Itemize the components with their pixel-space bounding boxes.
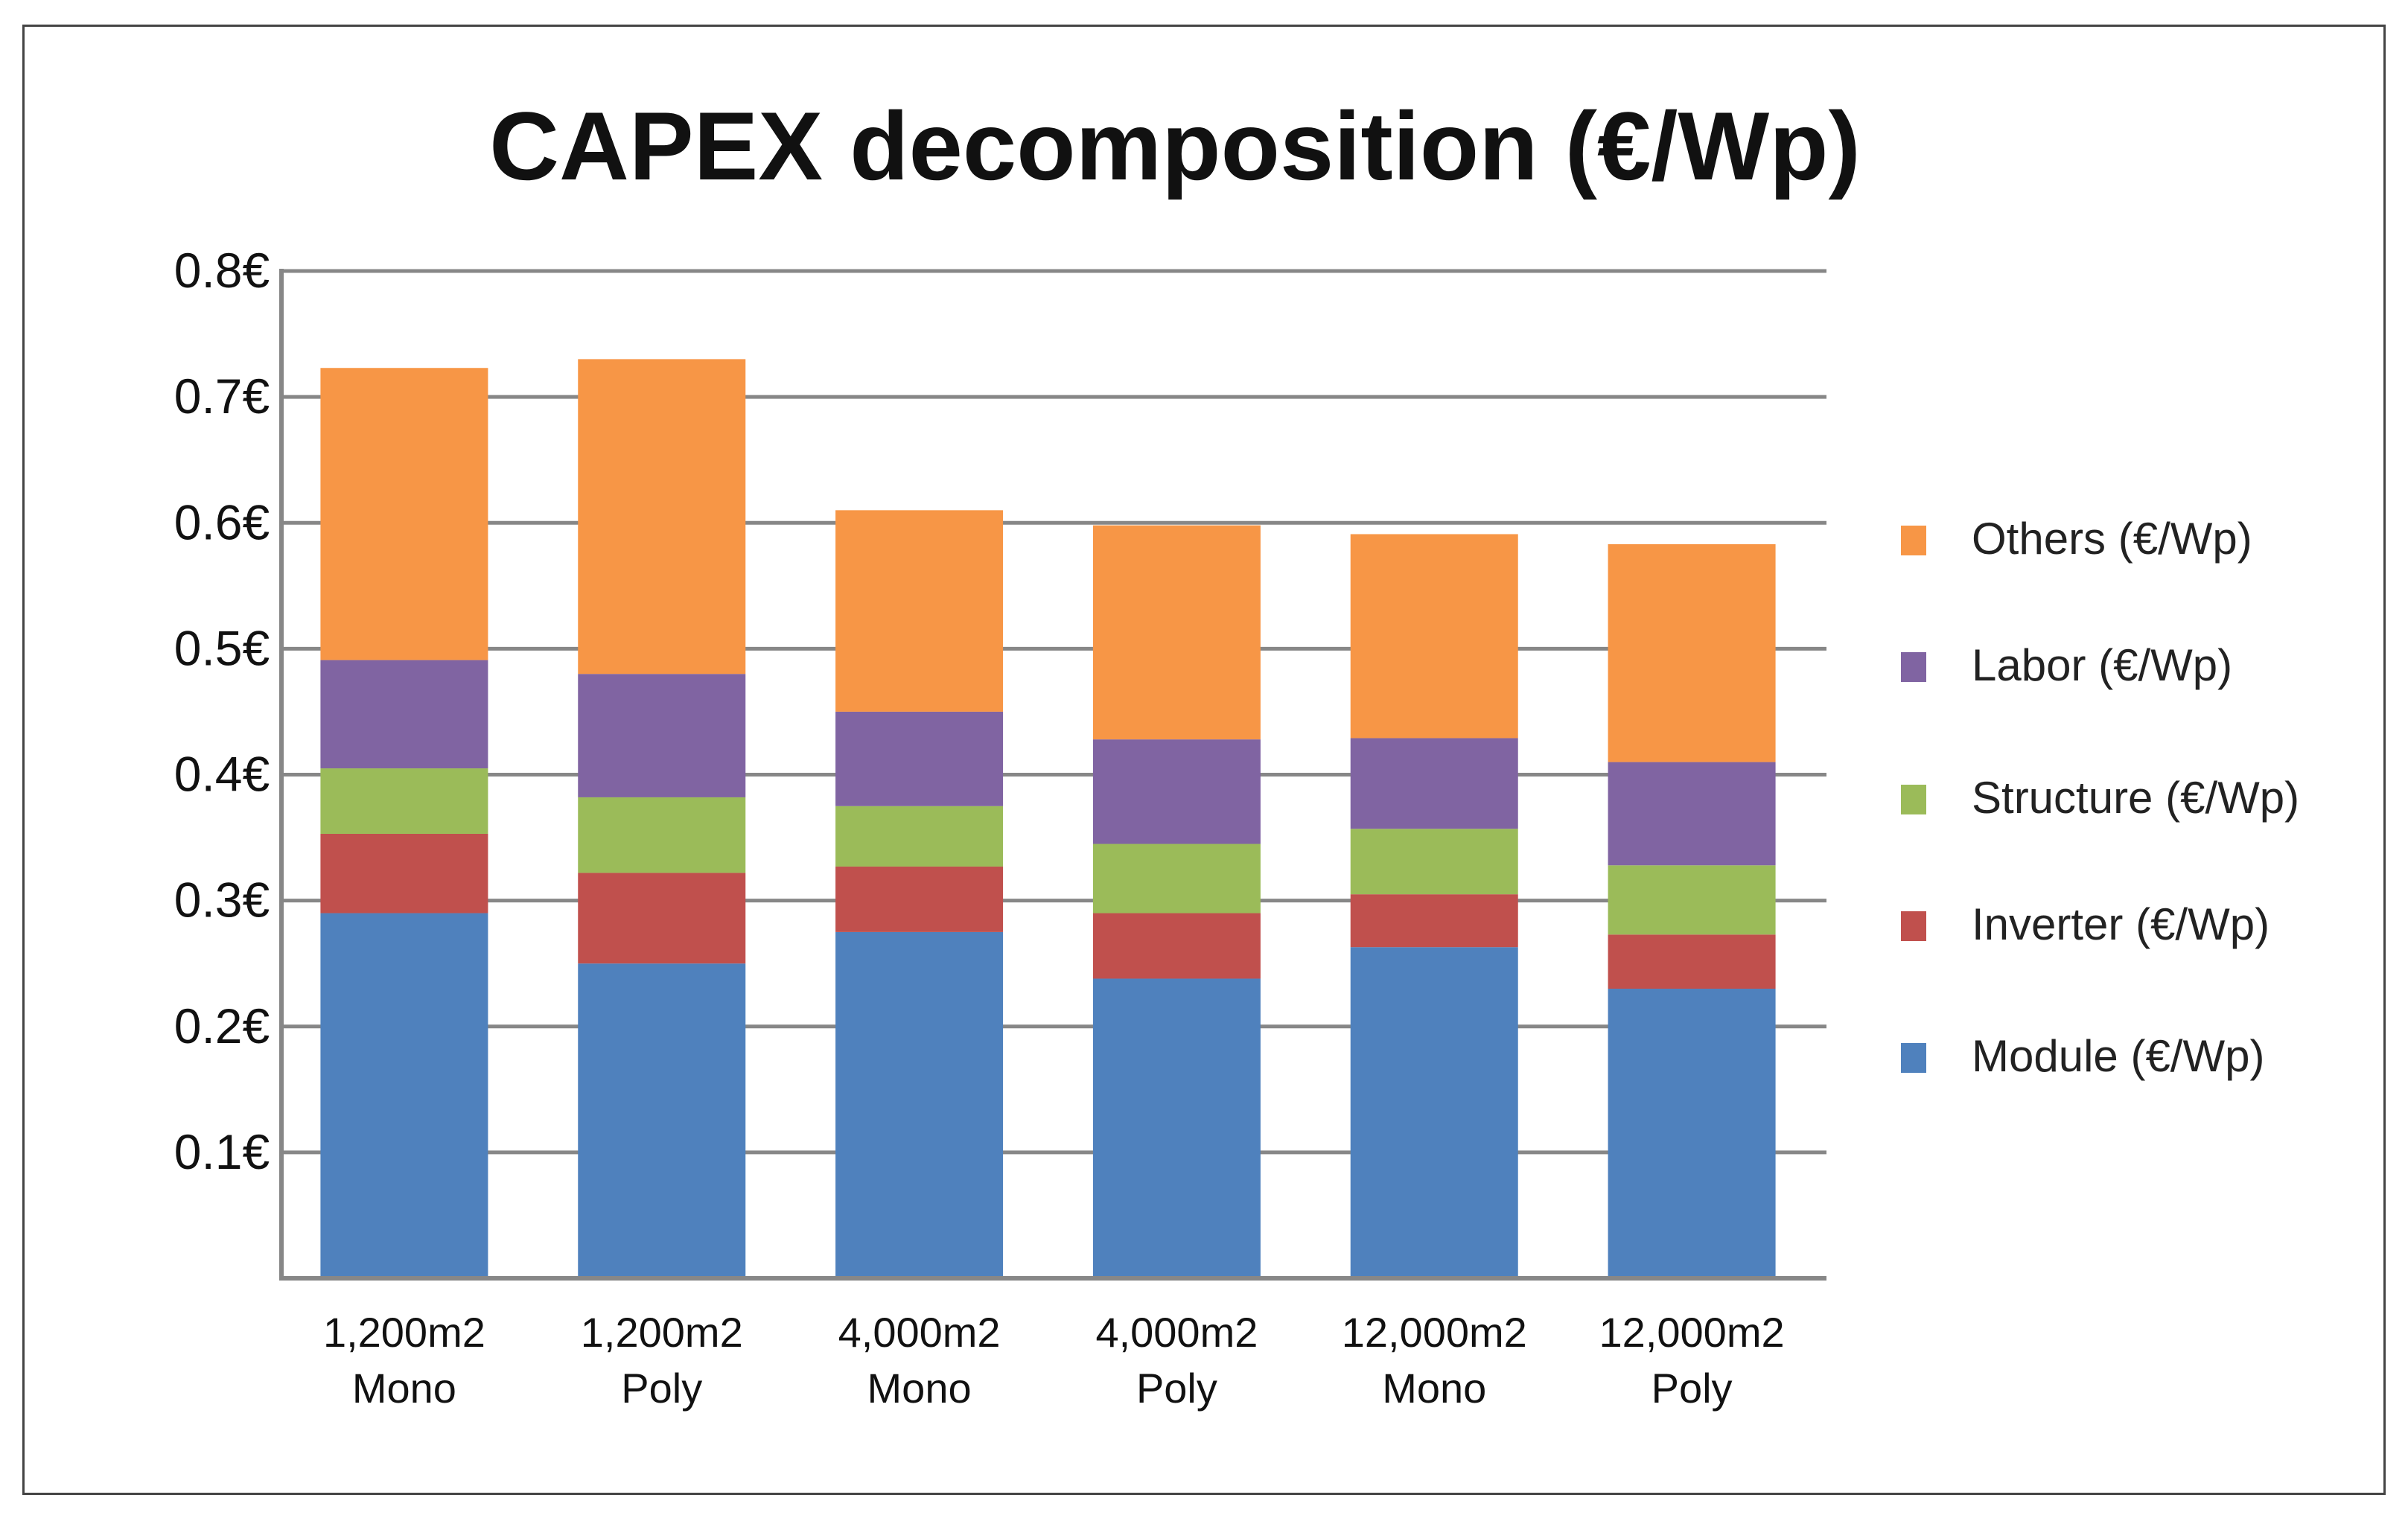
legend-swatch	[1901, 1043, 1926, 1073]
legend-label: Others (€/Wp)	[1972, 514, 2252, 564]
bar-segment-module	[320, 913, 488, 1278]
bar-segment-others	[1092, 525, 1261, 740]
x-tick-label: 4,000m2	[1095, 1309, 1258, 1356]
bar-segment-structure	[1092, 844, 1261, 913]
bar-segment-structure	[320, 768, 488, 834]
bar-segment-labor	[1608, 762, 1776, 866]
bar-segment-structure	[1350, 829, 1518, 895]
legend-label: Inverter (€/Wp)	[1972, 899, 2270, 949]
legend-label: Labor (€/Wp)	[1972, 640, 2232, 690]
bar-segment-labor	[1350, 738, 1518, 829]
bar-segment-module	[1608, 989, 1776, 1278]
legend-label: Module (€/Wp)	[1972, 1031, 2264, 1081]
bar-segment-others	[578, 359, 746, 675]
bar-segment-labor	[1092, 739, 1261, 844]
y-tick-label: 0.8€	[174, 243, 270, 298]
legend-swatch	[1901, 911, 1926, 941]
bar-segment-others	[835, 510, 1004, 712]
bar-segment-inverter	[1092, 913, 1261, 979]
stacked-bars	[320, 359, 1776, 1278]
legend-label: Structure (€/Wp)	[1972, 773, 2299, 823]
legend-swatch	[1901, 785, 1926, 814]
legend: Others (€/Wp) Labor (€/Wp) Structure (€/Wp…	[1901, 514, 2299, 1081]
bar-segment-inverter	[835, 866, 1004, 932]
bar-segment-others	[1608, 544, 1776, 762]
bar-segment-inverter	[1608, 934, 1776, 989]
x-tick-label: Poly	[621, 1365, 702, 1412]
bar-segment-structure	[835, 806, 1004, 867]
chart-frame: CAPEX decomposition (€/Wp) 0.1€ 0.2€ 0.3€ 0…	[22, 25, 2386, 1495]
legend-swatch	[1901, 526, 1926, 555]
x-tick-label: 1,200m2	[581, 1309, 743, 1356]
capex-chart: CAPEX decomposition (€/Wp) 0.1€0.2€0.3€0…	[174, 92, 2299, 1412]
x-axis	[279, 269, 1826, 1281]
y-axis-ticks: 0.1€ 0.2€ 0.3€ 0.4€ 0.5€ 0.6€ 0.7€ 0.8€	[174, 243, 270, 1179]
bar-segment-inverter	[320, 833, 488, 913]
y-tick-label: 0.5€	[174, 620, 270, 675]
x-tick-label: Poly	[1651, 1365, 1733, 1412]
bar-segment-inverter	[1350, 894, 1518, 948]
x-tick-label: Mono	[867, 1365, 972, 1412]
x-tick-label: Mono	[352, 1365, 456, 1412]
bar-segment-inverter	[578, 873, 746, 964]
y-tick-label: 0.6€	[174, 494, 270, 549]
gridlines	[281, 269, 1826, 1155]
bar-segment-structure	[578, 797, 746, 873]
x-tick-label: 12,000m2	[1599, 1309, 1785, 1356]
bar-segment-module	[1350, 947, 1518, 1278]
x-tick-label: 12,000m2	[1342, 1309, 1527, 1356]
y-tick-label: 0.4€	[174, 747, 270, 802]
bar-segment-structure	[1608, 865, 1776, 935]
x-axis-labels: 1,200m2 Mono 1,200m2 Poly 4,000m2 Mono 4,000m2…	[323, 1309, 1785, 1412]
y-tick-label: 0.7€	[174, 369, 270, 424]
y-tick-label: 0.1€	[174, 1124, 270, 1179]
bar-segment-labor	[578, 674, 746, 797]
bar-segment-module	[578, 963, 746, 1278]
x-tick-label: Poly	[1136, 1365, 1217, 1412]
bar-segment-labor	[320, 660, 488, 769]
x-tick-label: 4,000m2	[838, 1309, 1001, 1356]
y-tick-label: 0.3€	[174, 873, 270, 928]
legend-swatch	[1901, 652, 1926, 682]
bar-segment-module	[1092, 978, 1261, 1278]
y-tick-label: 0.2€	[174, 998, 270, 1053]
bar-segment-labor	[835, 711, 1004, 806]
chart-title: CAPEX decomposition (€/Wp)	[489, 92, 1861, 200]
bar-segment-others	[1350, 534, 1518, 739]
x-tick-label: Mono	[1382, 1365, 1486, 1412]
bar-segment-others	[320, 368, 488, 660]
x-tick-label: 1,200m2	[323, 1309, 485, 1356]
bar-segment-module	[835, 931, 1004, 1278]
